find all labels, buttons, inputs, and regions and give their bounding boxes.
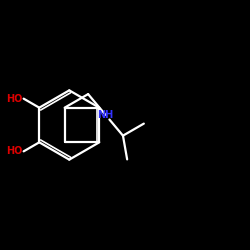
Text: HO: HO [6, 146, 22, 156]
Text: NH: NH [98, 110, 114, 120]
Text: HO: HO [6, 94, 22, 104]
